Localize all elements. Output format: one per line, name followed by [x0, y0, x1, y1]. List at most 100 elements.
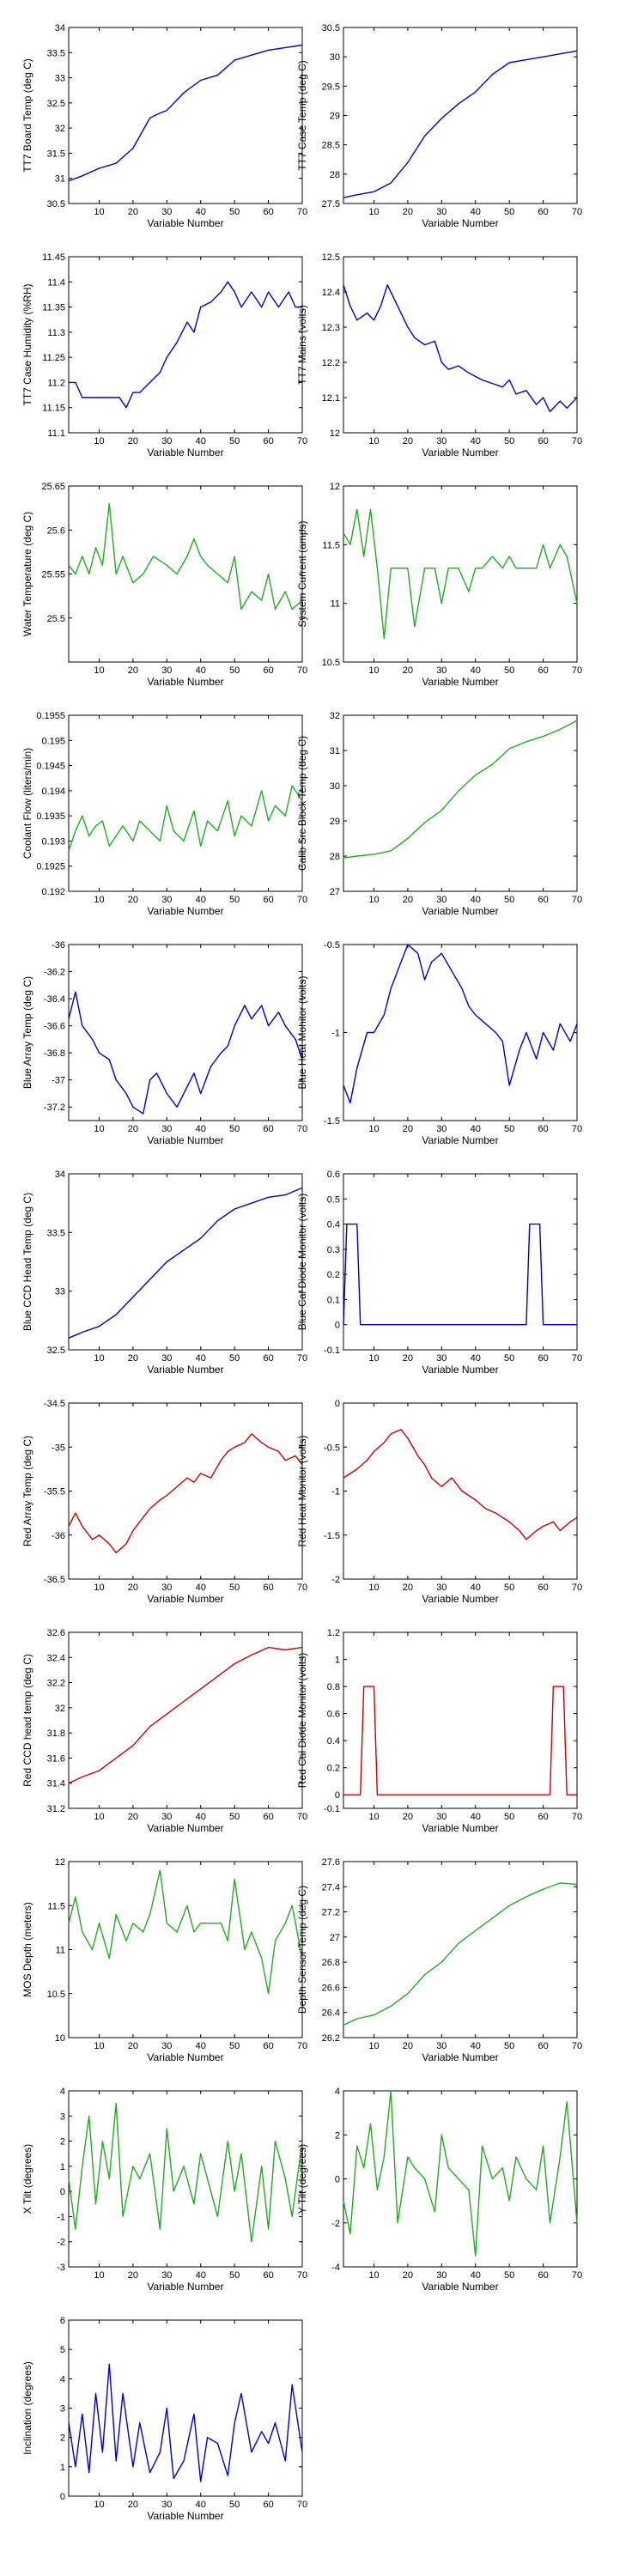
y-tick-label: 0 — [335, 1790, 340, 1801]
x-tick-label: 20 — [403, 2270, 413, 2281]
plot-frame — [343, 27, 578, 204]
x-tick-label: 30 — [161, 1124, 172, 1134]
x-axis-label: Variable Number — [422, 447, 498, 459]
y-tick-label: 11.3 — [47, 328, 65, 338]
y-axis-label: Blue Array Temp (deg C) — [21, 976, 33, 1089]
y-tick-label: 10 — [55, 2033, 65, 2044]
y-tick-label: -35.5 — [44, 1487, 65, 1498]
y-tick-label: 4 — [60, 2087, 65, 2097]
x-tick-label: 40 — [196, 1812, 206, 1822]
x-tick-label: 70 — [572, 1124, 582, 1134]
x-tick-label: 70 — [297, 1353, 307, 1364]
y-tick-label: 34 — [55, 1170, 65, 1180]
series-line — [343, 50, 578, 198]
y-axis-label: TT7 Case Humidity (%RH) — [21, 283, 33, 405]
series-line — [343, 2090, 578, 2257]
x-tick-label: 10 — [94, 1812, 104, 1822]
y-tick-label: 12 — [330, 482, 340, 492]
y-tick-label: 0.5 — [327, 1194, 340, 1205]
x-tick-label: 60 — [263, 1583, 273, 1593]
x-tick-label: 30 — [436, 207, 447, 217]
y-tick-label: 0 — [335, 2175, 340, 2185]
y-tick-label: 12.2 — [322, 358, 340, 368]
y-tick-label: 0.6 — [327, 1710, 340, 1720]
y-tick-label: 32.6 — [47, 1628, 65, 1638]
x-tick-label: 60 — [263, 2500, 273, 2510]
y-tick-label: 0.4 — [327, 1736, 340, 1747]
y-axis-label: Red Cal Diode Monitor (volts) — [296, 1653, 308, 1788]
plot-frame — [68, 2319, 303, 2497]
x-axis-label: Variable Number — [422, 2281, 498, 2293]
chart-panel-15: 10 20 30 40 50 60 70 31.2 31.4 31.6 31.8 32 32.2 32.4… — [21, 1628, 307, 1834]
y-tick-label: 28 — [330, 852, 340, 862]
x-tick-label: 70 — [297, 665, 307, 676]
x-tick-label: 70 — [297, 2041, 307, 2051]
y-tick-label: 0.3 — [327, 1245, 340, 1255]
x-tick-label: 40 — [471, 665, 481, 676]
x-axis-label: Variable Number — [147, 217, 223, 229]
y-tick-label: 0.194 — [41, 787, 65, 797]
x-axis-label: Variable Number — [147, 1364, 223, 1376]
plot-frame — [68, 256, 303, 434]
y-tick-label: 25.55 — [41, 570, 65, 580]
x-tick-label: 60 — [263, 1353, 273, 1364]
y-axis-label: Inclination (degrees) — [21, 2361, 33, 2455]
plot-frame — [68, 485, 303, 663]
y-tick-label: 11.1 — [47, 428, 65, 439]
x-tick-label: 60 — [538, 2041, 548, 2051]
y-tick-label: 12.5 — [322, 252, 340, 263]
y-tick-label: 6 — [60, 2316, 65, 2326]
x-tick-label: 20 — [403, 207, 413, 217]
chart-panel-21: 10 20 30 40 50 60 70 0 1 2 3 4 5 6 Variable Number Incl… — [21, 2316, 307, 2522]
y-tick-label: 2 — [60, 2137, 65, 2148]
y-tick-label: 30 — [330, 781, 340, 792]
y-axis-label: Red Heat Monitor (volts) — [296, 1435, 308, 1546]
y-tick-label: 3 — [60, 2111, 65, 2122]
y-axis-label: MOS Depth (meters) — [21, 1902, 33, 1997]
x-tick-label: 20 — [403, 665, 413, 676]
y-tick-label: 25.6 — [47, 526, 65, 536]
y-tick-label: 32.4 — [47, 1653, 65, 1663]
y-tick-label: 27.5 — [322, 199, 340, 210]
y-tick-label: 4 — [60, 2374, 65, 2385]
y-tick-label: 28.5 — [322, 141, 340, 151]
y-tick-label: 31.2 — [47, 1804, 65, 1814]
chart-panel-13: 10 20 30 40 50 60 70 -34.5 -35 -35.5 -36 -36.5 Varia… — [21, 1399, 307, 1605]
x-tick-label: 70 — [297, 1812, 307, 1822]
y-tick-label: 27 — [330, 887, 340, 897]
y-tick-label: 12.3 — [322, 323, 340, 333]
x-tick-label: 50 — [504, 665, 514, 676]
y-tick-label: 2 — [335, 2130, 340, 2141]
y-tick-label: -35 — [52, 1443, 65, 1453]
y-tick-label: 27 — [330, 1933, 340, 1943]
x-tick-label: 20 — [403, 1353, 413, 1364]
y-tick-label: 31.4 — [47, 1779, 65, 1789]
x-tick-label: 70 — [297, 2270, 307, 2281]
y-tick-label: 30.5 — [47, 199, 65, 210]
x-tick-label: 30 — [436, 2041, 447, 2051]
y-tick-label: 11 — [331, 599, 340, 610]
y-tick-label: -1 — [331, 1029, 340, 1039]
x-axis-label: Variable Number — [147, 1822, 223, 1834]
x-tick-label: 70 — [297, 2500, 307, 2510]
x-tick-label: 70 — [572, 895, 582, 905]
x-tick-label: 10 — [368, 665, 379, 676]
plot-frame — [68, 714, 303, 892]
x-tick-label: 10 — [94, 665, 104, 676]
y-tick-label: 31.5 — [47, 149, 65, 159]
x-axis-label: Variable Number — [147, 2051, 223, 2063]
y-tick-label: 27.4 — [322, 1882, 340, 1893]
x-axis-label: Variable Number — [147, 1593, 223, 1605]
x-tick-label: 10 — [94, 207, 104, 217]
x-tick-label: 40 — [196, 895, 206, 905]
x-tick-label: 70 — [572, 1353, 582, 1364]
x-tick-label: 50 — [229, 207, 240, 217]
y-tick-label: 11.2 — [47, 378, 65, 388]
series-line — [68, 1646, 303, 1784]
x-tick-label: 70 — [297, 895, 307, 905]
y-axis-label: Y Tilt (degrees) — [296, 2144, 308, 2214]
series-line — [343, 720, 578, 859]
x-tick-label: 20 — [128, 1353, 138, 1364]
y-tick-label: -36.2 — [44, 968, 65, 978]
x-tick-label: 20 — [403, 1812, 413, 1822]
